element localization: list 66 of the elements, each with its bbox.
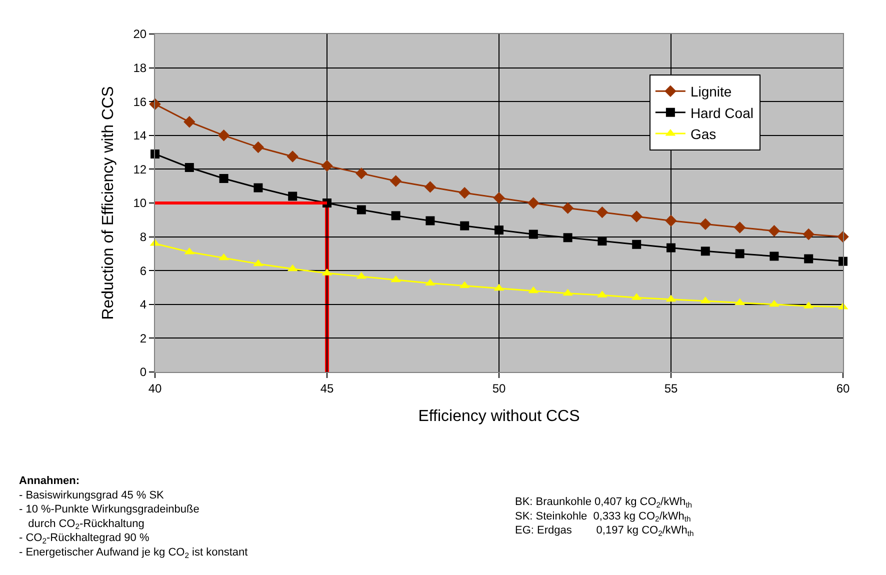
y-tick-label: 18 <box>133 61 147 75</box>
point <box>184 163 194 172</box>
x-tick-label: 40 <box>148 381 162 396</box>
point <box>426 216 435 226</box>
point <box>390 175 402 187</box>
x-axis-title: Efficiency without CCS <box>418 408 580 426</box>
point <box>425 278 436 286</box>
point <box>391 211 400 220</box>
point <box>665 214 677 227</box>
point <box>219 174 228 183</box>
point <box>598 236 607 246</box>
point <box>804 254 814 264</box>
x-tick-label: 50 <box>492 381 506 396</box>
legend-label: Lignite <box>690 84 732 100</box>
point <box>768 225 780 237</box>
point <box>700 246 710 256</box>
x-tick-label: 60 <box>836 381 850 396</box>
point <box>562 288 573 296</box>
legend-label: Gas <box>690 126 716 142</box>
point <box>254 183 263 192</box>
x-tick-label: 45 <box>320 381 334 396</box>
y-tick-label: 10 <box>133 196 147 210</box>
point <box>494 226 504 235</box>
point <box>458 187 470 199</box>
y-tick-label: 0 <box>140 365 147 380</box>
point <box>734 222 746 234</box>
point <box>424 181 436 193</box>
y-tick-label: 16 <box>133 94 147 109</box>
text: Annahmen: - Basiswirkungsgrad 45 % SK - 10 %-Punkte Wirkungsgradeinbuße durch CO$_{2}$-Rückhaltung - CO$_{2}$-Rückhaltegrad 90 % - Energetischer Aufwand je kg CO$_{2}$ ist konstant <box>19 475 248 560</box>
legend-label: Hard Coal <box>690 104 754 121</box>
point <box>563 233 572 242</box>
y-axis-title: Reduction of Efficiency with CCS <box>100 86 118 320</box>
point <box>562 202 574 214</box>
point <box>460 221 470 230</box>
point <box>286 150 298 162</box>
point <box>735 249 744 258</box>
point <box>356 205 366 214</box>
point <box>802 228 814 240</box>
text: BK: Braunkohle 0,407 kg CO$_{2}$/kWh$_{th}$ SK: Steinkohle 0,333 kg CO$_{2}$/kWh$_{th}$ EG: Erdgas 0,197 kg CO$_{2}$/kWh$_{th}$ <box>515 496 694 538</box>
point <box>184 116 196 128</box>
point <box>218 253 229 260</box>
point <box>769 300 780 307</box>
point <box>493 192 505 204</box>
point <box>528 197 540 209</box>
point <box>528 230 538 239</box>
y-tick-label: 4 <box>140 298 147 312</box>
y-tick-label: 14 <box>133 128 147 143</box>
point <box>770 252 779 261</box>
point <box>632 240 642 249</box>
point <box>252 141 264 154</box>
point <box>321 160 333 172</box>
y-tick-label: 2 <box>140 331 147 346</box>
point <box>630 210 642 222</box>
y-tick-label: 8 <box>140 230 147 244</box>
point <box>666 243 676 252</box>
x-tick-label: 55 <box>664 381 678 396</box>
point <box>218 130 230 142</box>
point <box>390 275 401 282</box>
y-tick-label: 6 <box>140 264 147 278</box>
y-tick-label: 20 <box>133 27 147 42</box>
point <box>253 259 264 266</box>
point <box>596 206 608 218</box>
point <box>356 168 368 180</box>
y-tick-label: 12 <box>133 162 147 176</box>
point <box>700 218 712 230</box>
point <box>288 192 298 201</box>
